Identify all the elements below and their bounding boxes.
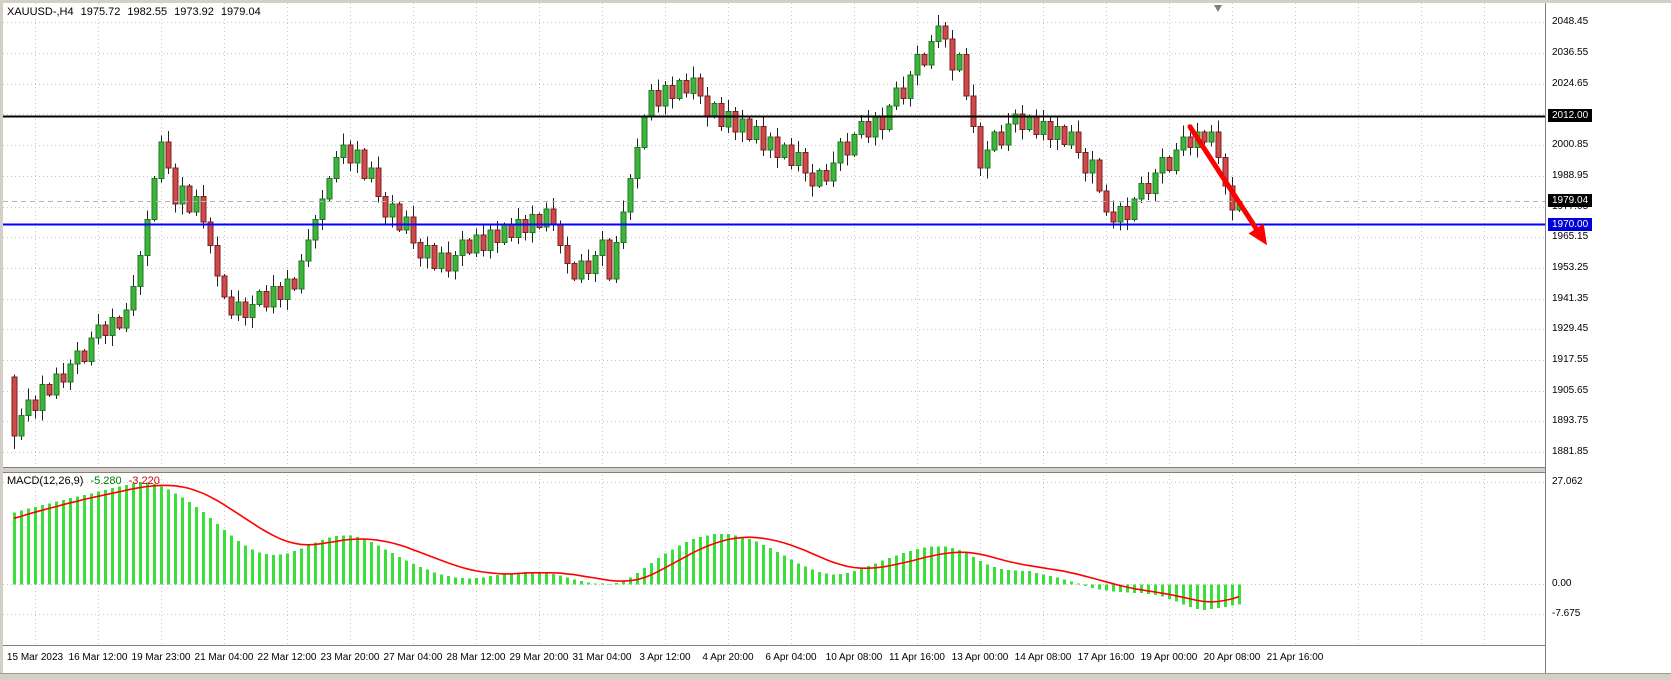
symbol-timeframe: XAUUSD-,H4 — [7, 6, 74, 18]
candlestick-series — [11, 14, 1243, 449]
price-tick-label: 1881.85 — [1552, 445, 1589, 457]
macd-signal-line — [13, 484, 1240, 603]
price-tick-label: 2000.85 — [1552, 139, 1589, 151]
window-border-left — [0, 0, 3, 680]
macd-indicator-label: MACD(12,26,9) -5.280 -3.220 — [7, 475, 167, 487]
macd-grid — [3, 471, 1545, 645]
window-border-bottom — [0, 673, 1671, 680]
time-axis-label: 17 Apr 16:00 — [1077, 652, 1135, 663]
price-tick-label: 1905.65 — [1552, 384, 1589, 396]
window-border-top — [0, 0, 1671, 3]
time-axis-label: 6 Apr 04:00 — [765, 652, 817, 663]
time-axis-label: 28 Mar 12:00 — [446, 652, 506, 663]
macd-histogram-series — [13, 482, 1241, 610]
time-axis-label: 19 Apr 00:00 — [1140, 652, 1198, 663]
time-axis-label: 14 Apr 08:00 — [1014, 652, 1072, 663]
ohlc-close: 1979.04 — [220, 6, 261, 18]
macd-indicator-chart[interactable] — [3, 471, 1545, 645]
price-tick-label: 1965.15 — [1552, 231, 1589, 243]
macd-tick-label: 27.062 — [1552, 476, 1583, 488]
time-axis-separator — [0, 645, 1671, 646]
time-axis-label: 4 Apr 20:00 — [702, 652, 754, 663]
time-axis-label: 11 Apr 16:00 — [889, 652, 945, 663]
price-tick-label: 2036.55 — [1552, 47, 1589, 59]
price-tick-label: 1893.75 — [1552, 415, 1589, 427]
price-axis: 2048.452036.552024.652012.752000.851988.… — [1546, 0, 1671, 680]
price-chart[interactable] — [3, 3, 1545, 467]
ohlc-open: 1975.72 — [80, 6, 121, 18]
time-axis-label: 16 Mar 12:00 — [68, 652, 128, 663]
price-tick-label: 2048.45 — [1552, 16, 1589, 28]
price-tick-label: 1988.95 — [1552, 169, 1589, 181]
time-axis: 15 Mar 2023 16 Mar 12:00 19 Mar 23:00 21 Ma… — [3, 646, 1545, 672]
time-axis-label: 19 Mar 23:00 — [131, 652, 191, 663]
time-axis-label: 29 Mar 20:00 — [509, 652, 569, 663]
ohlc-low: 1973.92 — [174, 6, 214, 18]
ohlc-high: 1982.55 — [127, 6, 168, 18]
time-axis-label: 21 Mar 04:00 — [194, 652, 254, 663]
time-axis-label: 27 Mar 04:00 — [383, 652, 443, 663]
time-axis-label: 23 Mar 20:00 — [320, 652, 380, 663]
time-axis-label: 15 Mar 2023 — [6, 652, 64, 663]
price-tick-label: 1953.25 — [1552, 261, 1589, 273]
price-tick-label: 1917.55 — [1552, 353, 1589, 365]
macd-signal-value: -3.220 — [128, 475, 160, 487]
price-tick-label: 1941.35 — [1552, 292, 1589, 304]
price-tag-1979.04: 1979.04 — [1548, 194, 1593, 208]
macd-tick-label: 0.00 — [1552, 578, 1572, 590]
price-tag-2012.00: 2012.00 — [1548, 109, 1593, 123]
price-tag-1970.00: 1970.00 — [1548, 217, 1593, 231]
time-axis-label: 10 Apr 08:00 — [825, 652, 883, 663]
price-grid — [3, 3, 1545, 467]
time-axis-label: 20 Apr 08:00 — [1203, 652, 1261, 663]
price-tick-label: 2024.65 — [1552, 77, 1589, 89]
time-axis-label: 22 Mar 12:00 — [257, 652, 317, 663]
panel-splitter[interactable] — [0, 467, 1671, 473]
symbol-ohlc-label: XAUUSD-,H4 1975.72 1982.55 1973.92 1979.04 — [7, 6, 268, 18]
trend-arrow[interactable] — [1187, 124, 1267, 246]
chart-shift-marker-icon[interactable] — [1214, 5, 1222, 12]
price-tick-label: 1929.45 — [1552, 323, 1589, 335]
time-axis-label: 13 Apr 00:00 — [951, 652, 1009, 663]
time-axis-label: 21 Apr 16:00 — [1266, 652, 1324, 663]
macd-value: -5.280 — [90, 475, 122, 487]
time-axis-label: 3 Apr 12:00 — [639, 652, 691, 663]
macd-name: MACD(12,26,9) — [7, 475, 84, 487]
price-axis-separator — [1545, 0, 1546, 673]
macd-tick-label: -7.675 — [1552, 607, 1581, 619]
time-axis-label: 31 Mar 04:00 — [572, 652, 632, 663]
